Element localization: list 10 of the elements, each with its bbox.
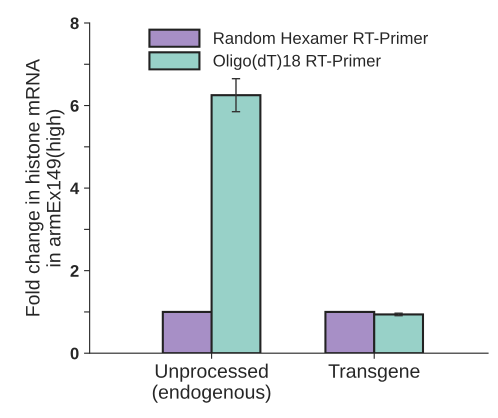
legend-label: Oligo(dT)18 RT-Primer (214, 54, 381, 70)
y-axis-title: Fold change in histone mRNA in armEx149(high) (25, 58, 64, 316)
y-tick-label: 6 (70, 100, 79, 112)
y-tick-label: 0 (70, 348, 79, 360)
legend-label: Random Hexamer RT-Primer (214, 32, 428, 44)
y-tick-label: 8 (70, 17, 79, 30)
y-tick-label: 2 (70, 265, 79, 277)
x-tick-label: Transgene (328, 364, 420, 382)
y-tick-label: 4 (70, 182, 80, 194)
x-tick-label: Unprocessed (endogenous) (152, 364, 270, 403)
